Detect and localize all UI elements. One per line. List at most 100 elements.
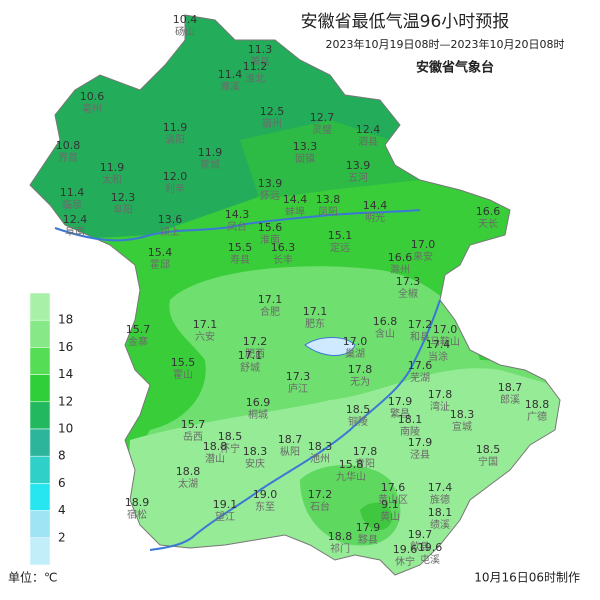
legend-swatch [29,428,51,457]
station-name: 阜阳 [113,203,133,216]
station-value: 13.8 [316,193,341,206]
station-value: 14.4 [363,199,388,212]
station-value: 17.9 [388,395,413,408]
legend-tick-label: 8 [58,449,66,463]
station-value: 16.9 [246,396,271,409]
station-value: 11.9 [163,121,188,134]
agency: 安徽省气象台 [416,60,494,76]
station-value: 19.6 [393,543,418,556]
station-value: 18.3 [450,408,475,421]
station-name: 凤阳 [318,206,338,218]
station-value: 13.6 [158,213,183,226]
legend-swatch [29,347,51,375]
station-name: 东至 [255,500,275,513]
station-value: 17.1 [303,305,328,318]
station-value: 15.7 [126,323,151,336]
station-name: 金寨 [128,335,148,348]
legend: 18 16 14 12 10 8 6 4 2 [29,292,73,566]
station-name: 黟县 [358,534,378,546]
station-value: 10.6 [80,90,105,103]
unit-label: 单位：℃ [8,570,57,585]
station-name: 明光 [365,211,385,224]
station-name: 宿松 [127,508,147,521]
station-name: 庐江 [288,382,308,395]
station-value: 16.3 [271,241,296,254]
station-value: 18.1 [428,506,453,519]
station-value: 13.3 [293,140,318,153]
legend-swatch [29,483,51,511]
chaohu-lake [304,337,356,356]
station-value: 15.5 [228,241,253,254]
station-value: 17.1 [193,318,218,331]
station-value: 15.4 [148,246,173,259]
station-name: 黄山 [380,510,400,523]
station-name: 萧县 [250,56,270,68]
station-name: 肥东 [305,317,325,330]
station-value: 11.9 [100,161,125,174]
yangtze-river [149,299,441,551]
station-value: 14.4 [283,193,308,206]
station-name: 舒城 [240,361,260,374]
station-name: 广德 [527,410,547,423]
station-name: 合肥 [260,305,280,318]
station-value: 15.6 [258,221,283,234]
station-value: 19.1 [213,498,238,511]
station-name: 怀宁 [220,442,240,455]
station-value: 18.8 [328,530,353,543]
station-value: 17.2 [408,318,433,331]
station-name: 蒙城 [200,158,220,171]
station-value: 17.9 [408,436,433,449]
legend-swatch [29,401,51,430]
station-name: 灵璧 [312,123,332,136]
station-value: 16.8 [373,315,398,328]
station-name: 涡阳 [165,134,185,146]
station-value: 18.5 [218,430,243,443]
station-name: 肥西 [245,348,265,360]
station-name: 九华山 [336,470,366,483]
station-name: 太和 [102,173,122,186]
legend-tick-label: 10 [58,422,73,436]
station-value: 12.3 [111,191,136,204]
station-name: 固镇 [295,152,315,165]
station-value: 13.9 [258,177,283,190]
station-value: 19.7 [408,528,433,541]
station-name: 淮北 [245,73,265,85]
footer: 10月16日06时制作 [474,571,580,585]
station-value: 18.3 [243,445,268,458]
legend-swatch [29,537,51,566]
station-name: 湾沚 [430,400,450,413]
legend-swatch [29,319,51,348]
station-name: 滁州 [390,263,410,276]
station-value: 12.7 [310,111,335,124]
station-name: 全椒 [398,287,418,300]
station-name: 巢湖 [345,347,365,360]
station-name: 宁国 [478,455,498,468]
station-name: 郎溪 [500,393,520,406]
station-value: 12.4 [356,123,381,136]
station-name: 宣城 [452,420,472,433]
station-value: 17.0 [433,323,458,336]
station-value: 17.4 [428,481,453,494]
station-name: 霍邱 [150,258,170,271]
station-name: 凤台 [227,220,247,233]
station-name: 繁昌 [390,407,410,420]
station-value: 17.0 [411,238,436,251]
station-name: 长丰 [273,253,293,266]
station-name: 来安 [413,250,433,263]
station-value: 11.4 [60,186,85,199]
station-value: 16.6 [388,251,413,264]
station-value: 17.8 [348,363,373,376]
station-name: 五河 [348,172,368,184]
huai-river [54,209,421,242]
station-name: 砀山 [175,26,195,38]
station-value: 9.1 [381,498,399,511]
station-value: 18.8 [525,398,550,411]
station-name: 泾县 [410,448,430,461]
station-value: 18.8 [203,440,228,453]
station-name: 马鞍山 [430,335,460,348]
station-value: 19.0 [253,488,278,501]
station-name: 天长 [478,218,498,230]
station-name: 寿县 [230,253,250,266]
station-value: 17.3 [286,370,311,383]
station-value: 19.6 [418,541,443,554]
